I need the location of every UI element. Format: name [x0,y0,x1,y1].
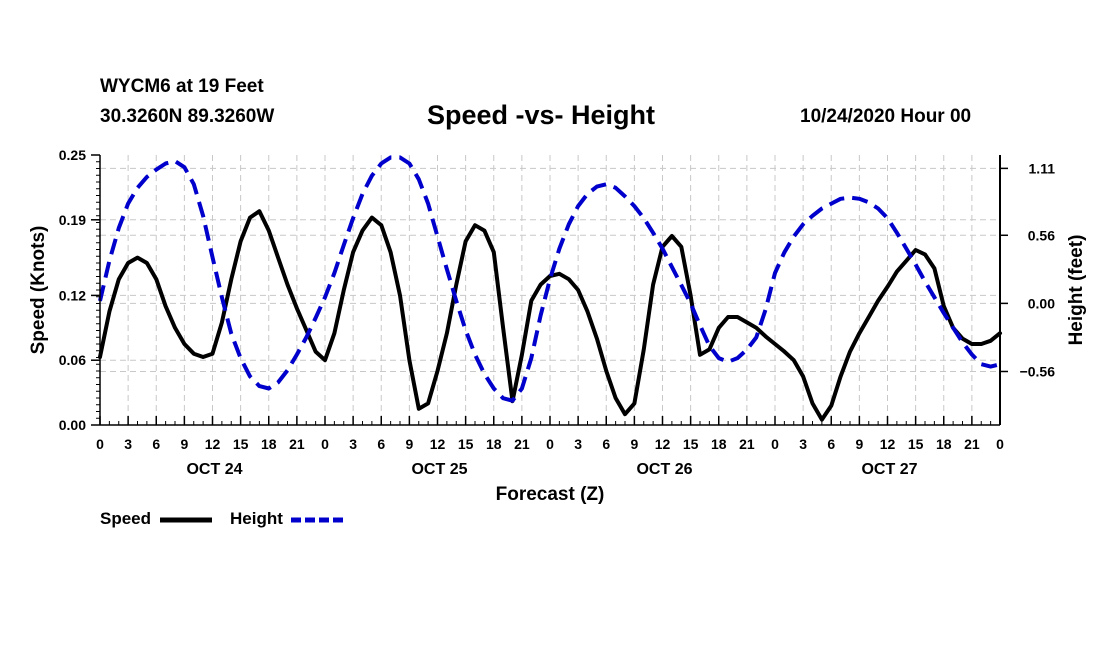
x-tick-label: 6 [827,436,835,452]
y-tick-label: 0.25 [59,147,86,163]
y2-tick-label: 0.00 [1028,295,1055,311]
speed-series-line [98,209,1002,422]
x-tick-label: 18 [261,436,277,452]
x-tick-label: 12 [880,436,896,452]
x-tick-label: 0 [321,436,329,452]
x-tick-label: 12 [205,436,221,452]
x-tick-label: 9 [630,436,638,452]
x-tick-label: 21 [289,436,305,452]
day-label: OCT 26 [636,461,692,478]
x-tick-label: 9 [180,436,188,452]
x-tick-label: 9 [405,436,413,452]
y-tick-label: 0.12 [59,287,86,303]
x-tick-label: 21 [514,436,530,452]
x-tick-label: 0 [771,436,779,452]
day-label: OCT 24 [186,461,242,478]
x-tick-label: 15 [233,436,249,452]
x-tick-label: 0 [96,436,104,452]
x-tick-label: 3 [799,436,807,452]
x-tick-label: 12 [430,436,446,452]
y-axis-title: Speed (Knots) [28,226,49,355]
x-tick-label: 3 [349,436,357,452]
x-tick-label: 6 [602,436,610,452]
y-tick-label: 0.00 [59,417,86,433]
x-tick-label: 18 [486,436,502,452]
coordinates-label: 30.3260N 89.3260W [100,106,275,127]
x-tick-label: 0 [546,436,554,452]
legend-height-label: Height [230,509,283,528]
run-time-label: 10/24/2020 Hour 00 [800,106,972,127]
x-tick-label: 6 [377,436,385,452]
day-label: OCT 25 [411,461,467,478]
x-tick-label: 18 [711,436,727,452]
x-tick-label: 3 [124,436,132,452]
x-tick-label: 21 [964,436,980,452]
day-label: OCT 27 [861,461,917,478]
x-axis-title: Forecast (Z) [496,484,605,505]
y-tick-label: 0.06 [59,352,86,368]
y2-tick-label: −0.56 [1020,363,1056,379]
x-tick-label: 12 [655,436,671,452]
x-tick-label: 15 [458,436,474,452]
x-tick-label: 0 [996,436,1004,452]
x-tick-label: 9 [855,436,863,452]
x-tick-label: 6 [152,436,160,452]
y2-tick-label: 0.56 [1028,227,1055,243]
x-tick-label: 18 [936,436,952,452]
y2-axis-title: Height (feet) [1066,235,1087,346]
station-label: WYCM6 at 19 Feet [100,76,264,97]
x-tick-label: 21 [739,436,755,452]
legend-speed-label: Speed [100,509,152,528]
x-tick-label: 3 [574,436,582,452]
y2-tick-label: 1.11 [1029,160,1056,176]
y-tick-label: 0.19 [59,212,86,228]
chart-title: Speed -vs- Height [427,100,656,130]
x-tick-label: 15 [683,436,699,452]
height-series-line [98,155,1001,403]
x-tick-label: 15 [908,436,924,452]
